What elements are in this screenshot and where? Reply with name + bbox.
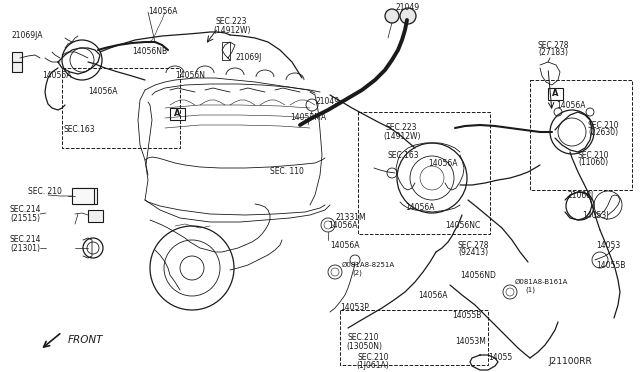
Circle shape: [400, 8, 416, 24]
Text: 14055B: 14055B: [596, 260, 625, 269]
Text: 14056A: 14056A: [328, 221, 358, 230]
Text: (21515): (21515): [10, 214, 40, 222]
Text: (1): (1): [525, 287, 535, 293]
Text: 21049: 21049: [315, 97, 339, 106]
Text: 14055: 14055: [488, 353, 512, 362]
Text: 21069JA: 21069JA: [12, 31, 44, 39]
Text: Ø081A8-8251A: Ø081A8-8251A: [342, 262, 395, 268]
Text: 21068J: 21068J: [568, 190, 595, 199]
Text: (13050N): (13050N): [346, 341, 382, 350]
Text: 14056A: 14056A: [42, 71, 72, 80]
Text: SEC.210: SEC.210: [578, 151, 609, 160]
Text: (22630): (22630): [588, 128, 618, 138]
Text: 14056A: 14056A: [330, 241, 360, 250]
Text: FRONT: FRONT: [68, 335, 104, 345]
Text: 14056NB: 14056NB: [132, 48, 167, 57]
Text: SEC.278: SEC.278: [458, 241, 490, 250]
Text: SEC.210: SEC.210: [358, 353, 390, 362]
Text: (11060): (11060): [578, 158, 608, 167]
Bar: [530, 80, 632, 190]
Bar: [88, 210, 103, 222]
Text: (27183): (27183): [538, 48, 568, 58]
Text: SEC.223: SEC.223: [385, 124, 417, 132]
Text: 14056A: 14056A: [418, 291, 447, 299]
Text: 14056A: 14056A: [428, 160, 458, 169]
Text: SEC.210: SEC.210: [348, 334, 380, 343]
Text: SEC.214: SEC.214: [10, 205, 42, 215]
Text: 21331M: 21331M: [335, 214, 365, 222]
Text: SEC.210: SEC.210: [588, 121, 620, 129]
Text: SEC.163: SEC.163: [63, 125, 95, 135]
Text: (1J061A): (1J061A): [356, 362, 388, 371]
Bar: [340, 310, 488, 365]
Text: (14912W): (14912W): [383, 132, 420, 141]
Text: 14056N: 14056N: [175, 71, 205, 80]
Circle shape: [385, 9, 399, 23]
Text: (2): (2): [352, 270, 362, 276]
Bar: [75, 188, 97, 204]
Bar: [72, 188, 94, 204]
Bar: [548, 88, 563, 100]
Bar: [12, 52, 22, 62]
Text: (14912W): (14912W): [213, 26, 250, 35]
Text: A: A: [173, 109, 180, 119]
Text: (92413): (92413): [458, 248, 488, 257]
Text: A: A: [552, 90, 558, 99]
Text: 21069J: 21069J: [235, 54, 261, 62]
Text: 21049: 21049: [395, 3, 419, 13]
Text: 14056A: 14056A: [148, 7, 177, 16]
Text: 14053M: 14053M: [455, 337, 486, 346]
Text: Ø081A8-B161A: Ø081A8-B161A: [515, 279, 568, 285]
Bar: [62, 68, 180, 148]
Text: 14056A: 14056A: [405, 203, 435, 212]
Text: J21100RR: J21100RR: [548, 357, 592, 366]
Bar: [12, 62, 22, 72]
Text: 14053P: 14053P: [340, 304, 369, 312]
Text: 14056A: 14056A: [88, 87, 118, 96]
Text: 14055B: 14055B: [452, 311, 481, 320]
Text: (21301): (21301): [10, 244, 40, 253]
Text: 14053: 14053: [596, 241, 620, 250]
Text: 14053J: 14053J: [582, 211, 609, 219]
Text: SEC. 210: SEC. 210: [28, 187, 62, 196]
Text: SEC. 110: SEC. 110: [270, 167, 304, 176]
Text: SEC.214: SEC.214: [10, 235, 42, 244]
Text: SEC.278: SEC.278: [538, 41, 570, 49]
Text: 14056A: 14056A: [556, 100, 586, 109]
Text: 14056NC: 14056NC: [445, 221, 480, 230]
Text: SEC.163: SEC.163: [388, 151, 420, 160]
Text: 14053MA: 14053MA: [290, 113, 326, 122]
Text: SEC.223: SEC.223: [215, 17, 246, 26]
Bar: [222, 42, 230, 60]
Text: 14056ND: 14056ND: [460, 270, 496, 279]
Bar: [358, 112, 490, 234]
Bar: [170, 108, 185, 120]
